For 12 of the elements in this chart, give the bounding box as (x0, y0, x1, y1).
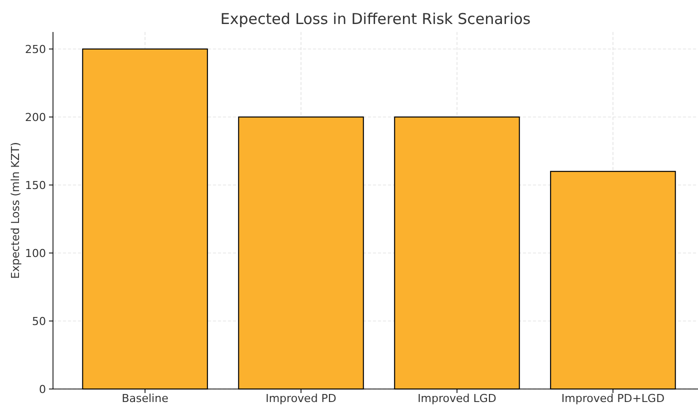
x-tick-label: Improved PD+LGD (561, 392, 665, 405)
y-tick-label: 0 (39, 382, 46, 396)
x-tick-label: Baseline (122, 392, 169, 405)
x-tick-label: Improved PD (266, 392, 336, 405)
y-tick-label: 250 (25, 42, 46, 56)
y-tick-label: 150 (25, 178, 46, 192)
y-axis-title: Expected Loss (mln KZT) (9, 142, 22, 279)
y-tick-label: 100 (25, 246, 46, 260)
x-tick-label: Improved LGD (418, 392, 496, 405)
chart-title: Expected Loss in Different Risk Scenarios (220, 10, 531, 28)
y-tick-label: 200 (25, 110, 46, 124)
y-tick-label: 50 (32, 314, 46, 328)
